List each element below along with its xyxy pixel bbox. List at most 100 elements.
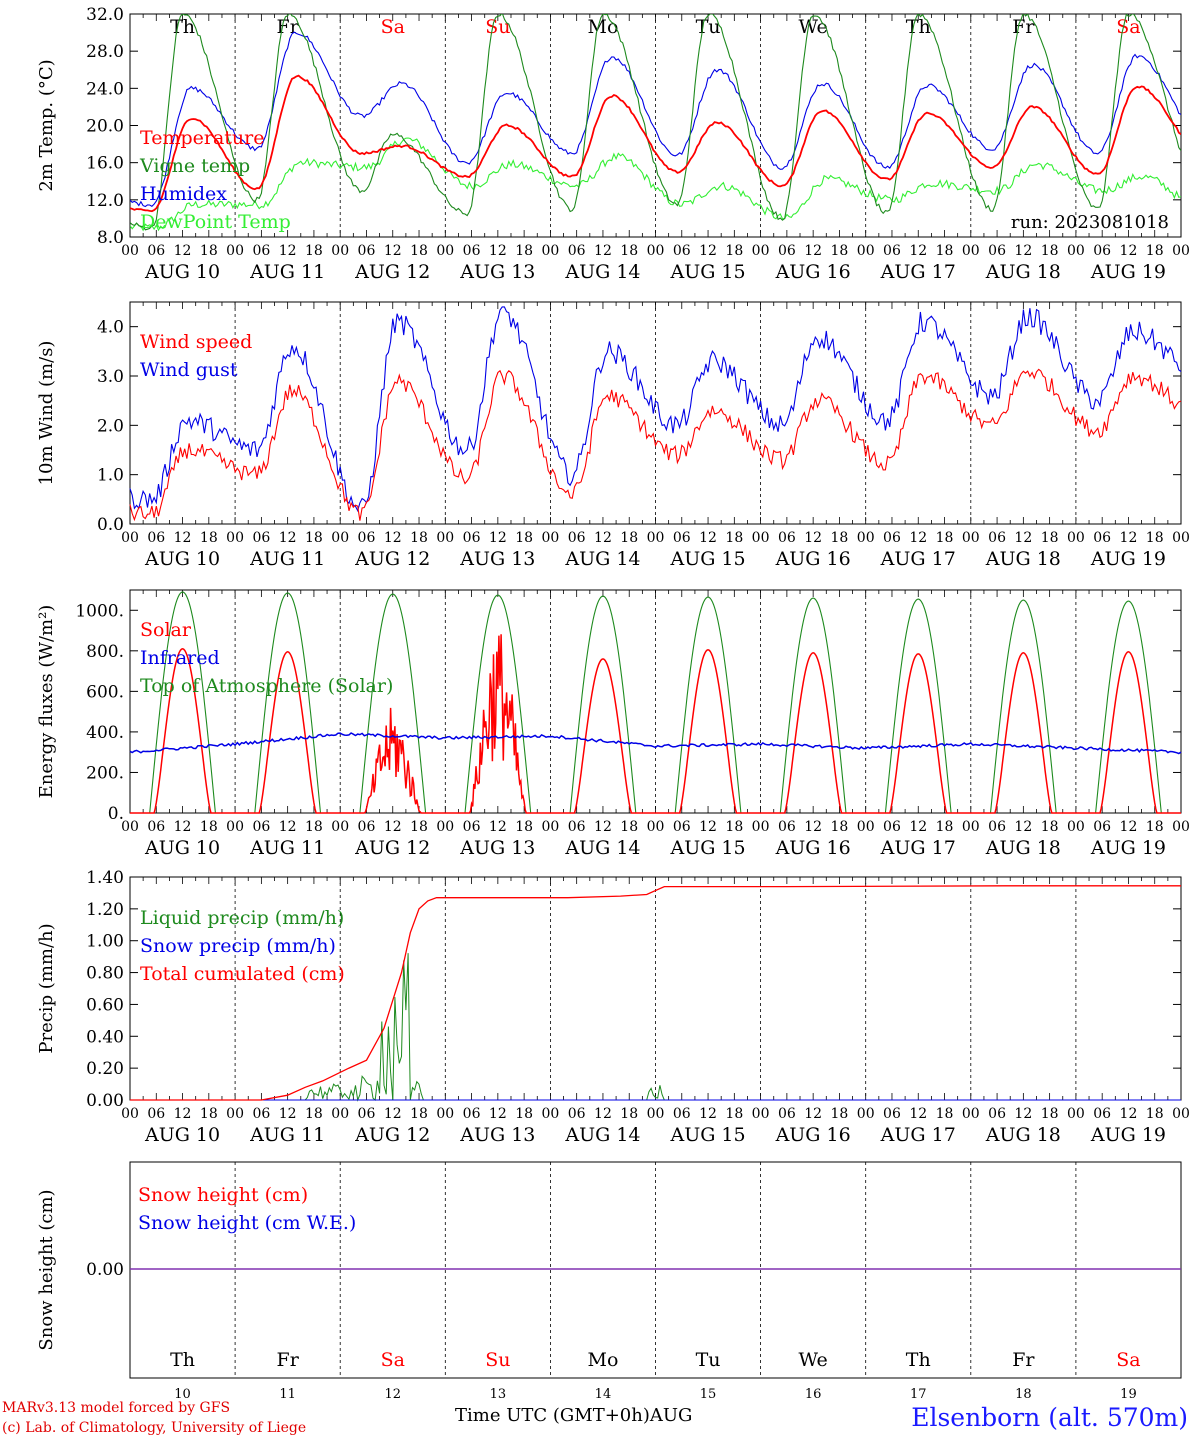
hour-tick-label: 00 — [857, 1106, 875, 1122]
hour-tick-label: 12 — [909, 243, 927, 259]
date-label: AUG 16 — [775, 1124, 851, 1146]
hour-tick-label: 12 — [174, 819, 192, 835]
hour-tick-label: 12 — [1014, 243, 1032, 259]
hour-tick-label: 00 — [1067, 1106, 1085, 1122]
hour-tick-label: 00 — [541, 530, 559, 546]
series-line-temperature — [130, 74, 1181, 213]
hour-tick-label: 00 — [331, 530, 349, 546]
hour-tick-label: 00 — [331, 1106, 349, 1122]
date-label: AUG 10 — [144, 837, 220, 859]
legend-entry: Infrared — [140, 647, 220, 669]
hour-tick-label: 00 — [857, 819, 875, 835]
hour-tick-label: 18 — [725, 530, 743, 546]
date-label: AUG 12 — [354, 1124, 430, 1146]
y-tick-label: 0.00 — [86, 1091, 124, 1111]
date-label: AUG 19 — [1090, 837, 1166, 859]
hour-tick-label: 00 — [436, 530, 454, 546]
legend-entry: Top of Atmosphere (Solar) — [140, 675, 393, 697]
y-tick-label: 24.0 — [86, 79, 124, 99]
y-tick-label: 200. — [86, 763, 124, 783]
y-tick-label: 3.0 — [97, 367, 124, 387]
hour-tick-label: 00 — [1067, 243, 1085, 259]
hour-tick-label: 18 — [410, 530, 428, 546]
hour-tick-label: 18 — [200, 1106, 218, 1122]
hour-tick-label: 06 — [1093, 819, 1111, 835]
date-label: AUG 14 — [564, 1124, 640, 1146]
hour-tick-label: 12 — [699, 530, 717, 546]
hour-tick-label: 18 — [200, 243, 218, 259]
hour-tick-label: 12 — [384, 1106, 402, 1122]
hour-tick-label: 18 — [1146, 530, 1164, 546]
hour-tick-label: 18 — [620, 819, 638, 835]
plot-frame — [129, 589, 1182, 814]
hour-tick-label: 06 — [358, 1106, 376, 1122]
hour-tick-label: 00 — [752, 819, 770, 835]
date-label: AUG 13 — [459, 261, 535, 283]
hour-tick-label: 18 — [1146, 243, 1164, 259]
day-of-month-label: 17 — [910, 1387, 927, 1402]
hour-tick-label: 18 — [620, 1106, 638, 1122]
date-label: AUG 16 — [775, 261, 851, 283]
hour-tick-label: 12 — [1120, 819, 1138, 835]
hour-tick-label: 00 — [121, 1106, 139, 1122]
temp-lines — [130, 14, 1181, 232]
hour-tick-label: 18 — [620, 530, 638, 546]
hour-tick-label: 06 — [463, 243, 481, 259]
date-label: AUG 19 — [1090, 548, 1166, 570]
hour-tick-label: 06 — [1093, 1106, 1111, 1122]
hour-tick-label: 06 — [358, 819, 376, 835]
hour-tick-label: 06 — [778, 1106, 796, 1122]
hour-tick-label: 00 — [962, 243, 980, 259]
date-label: AUG 11 — [249, 837, 325, 859]
weekday-label: Su — [485, 1349, 510, 1371]
hour-tick-label: 00 — [226, 1106, 244, 1122]
y-tick-label: 16.0 — [86, 154, 124, 174]
date-label: AUG 15 — [669, 548, 745, 570]
hour-tick-label: 00 — [436, 1106, 454, 1122]
y-axis-label: 10m Wind (m/s) — [36, 341, 57, 486]
hour-tick-label: 12 — [384, 530, 402, 546]
date-label: AUG 11 — [249, 261, 325, 283]
hour-tick-label: 12 — [279, 1106, 297, 1122]
hour-tick-label: 00 — [226, 243, 244, 259]
weekday-label: Fr — [1012, 1349, 1035, 1371]
y-tick-label: 1.20 — [86, 900, 124, 920]
hour-tick-label: 18 — [725, 819, 743, 835]
time-axis-label: Time UTC (GMT+0h)AUG — [455, 1405, 693, 1426]
model-credit: MARv3.13 model forced by GFS — [2, 1400, 231, 1416]
hour-tick-label: 06 — [252, 243, 270, 259]
hour-tick-label: 12 — [1120, 243, 1138, 259]
hour-tick-label: 06 — [147, 243, 165, 259]
date-label: AUG 15 — [669, 837, 745, 859]
hour-tick-label: 18 — [1041, 530, 1059, 546]
y-tick-label: 1000. — [75, 601, 124, 621]
hour-tick-label: 00 — [647, 530, 665, 546]
y-axis-label: 2m Temp. (°C) — [36, 59, 57, 191]
hour-tick-label: 00 — [857, 530, 875, 546]
weekday-label: Sa — [1116, 1349, 1140, 1371]
date-label: AUG 17 — [880, 261, 956, 283]
date-label: AUG 16 — [775, 837, 851, 859]
hour-tick-label: 12 — [174, 1106, 192, 1122]
hour-tick-label: 00 — [1067, 530, 1085, 546]
date-label: AUG 12 — [354, 837, 430, 859]
hour-tick-label: 00 — [857, 243, 875, 259]
date-label: AUG 10 — [144, 548, 220, 570]
y-tick-label: 1.0 — [97, 466, 124, 486]
legend-entry: Snow height (cm) — [138, 1184, 308, 1206]
hour-tick-label: 00 — [226, 530, 244, 546]
hour-tick-label: 00 — [331, 243, 349, 259]
hour-tick-label: 18 — [936, 243, 954, 259]
date-label: AUG 11 — [249, 1124, 325, 1146]
y-tick-label: 800. — [86, 642, 124, 662]
hour-tick-label: 06 — [358, 530, 376, 546]
hour-tick-label: 18 — [831, 1106, 849, 1122]
y-axis-label: Precip (mm/h) — [36, 923, 57, 1053]
hour-tick-label: 06 — [673, 1106, 691, 1122]
hour-tick-label: 06 — [673, 243, 691, 259]
legend-entry: Temperature — [140, 127, 264, 149]
weekday-label: Sa — [381, 1349, 405, 1371]
hour-tick-label: 06 — [463, 819, 481, 835]
hour-tick-label: 12 — [384, 819, 402, 835]
